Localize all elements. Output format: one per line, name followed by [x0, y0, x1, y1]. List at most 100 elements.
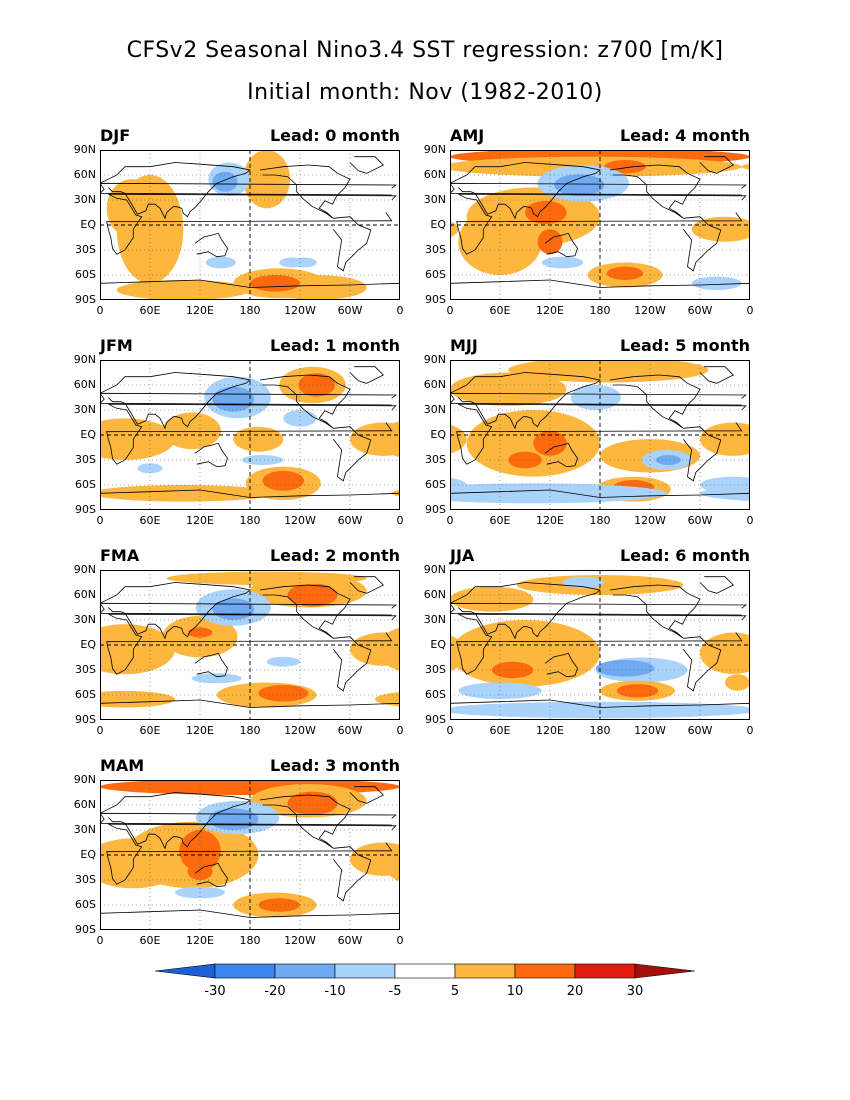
- lon-tick-label: 180: [239, 934, 261, 947]
- lat-tick-label: 30S: [75, 243, 96, 256]
- colorbar-tick-label: -30: [204, 984, 226, 999]
- shading-n5: [291, 257, 317, 268]
- coastline-europe-west: [100, 812, 397, 826]
- shading-n10: [655, 455, 681, 465]
- map-frame: [450, 570, 750, 720]
- lat-tick-label: 90N: [423, 563, 446, 576]
- lat-tick-label: 90N: [73, 563, 96, 576]
- shading-n5: [741, 707, 750, 713]
- lon-tick-label: 0: [746, 724, 754, 737]
- coastline-australia: [544, 652, 578, 678]
- lat-tick-label: 30N: [423, 193, 446, 206]
- coastline-australia: [194, 442, 228, 468]
- coastline-eurasia-east: [450, 162, 601, 220]
- shading-p5: [450, 372, 567, 406]
- lon-tick-label: 120W: [634, 304, 666, 317]
- lon-tick-label: 60W: [337, 724, 363, 737]
- lon-tick-label: 180: [589, 514, 611, 527]
- coastline-north-america: [609, 164, 701, 219]
- lon-tick-label: 120W: [634, 514, 666, 527]
- lon-tick-label: 120W: [634, 724, 666, 737]
- lon-tick-label: 120E: [186, 514, 214, 527]
- panel-lead-label: Lead: 0 month: [269, 126, 400, 145]
- coastline-greenland: [699, 576, 734, 594]
- shading-n5: [541, 256, 584, 269]
- coastline-africa: [106, 823, 397, 885]
- shading-n5: [691, 276, 742, 290]
- panel-lead-label: Lead: 5 month: [619, 336, 750, 355]
- lat-tick-label: 90S: [75, 713, 96, 726]
- coastline-north-america: [259, 794, 351, 849]
- panel-season-label: FMA: [100, 546, 140, 565]
- colorbar-segment: [514, 963, 576, 979]
- coastline-eurasia-east: [100, 162, 251, 220]
- shading-p5: [100, 838, 184, 889]
- coastline-north-america: [609, 374, 701, 429]
- shading-p10: [508, 451, 542, 469]
- shading-p10: [525, 200, 567, 225]
- coastline-europe-west: [100, 392, 397, 406]
- shading-n5: [562, 576, 605, 589]
- colorbar-tick-label: 10: [506, 984, 524, 999]
- colorbar-tick-label: 30: [626, 984, 644, 999]
- lat-tick-label: 60S: [75, 478, 96, 491]
- coastline-africa: [456, 193, 747, 255]
- lat-tick-label: 30S: [75, 873, 96, 886]
- coastline-africa: [456, 613, 747, 675]
- shading-p10: [187, 863, 213, 880]
- lat-tick-label: 90S: [75, 503, 96, 516]
- coastline-antarctica: [100, 279, 400, 300]
- lon-tick-label: 120E: [536, 304, 564, 317]
- lat-tick-label: 30S: [75, 453, 96, 466]
- coastline-eurasia-east: [100, 792, 251, 850]
- coastline-antarctica: [450, 489, 750, 510]
- shading-p5: [100, 485, 275, 502]
- lat-tick-label: 30S: [425, 663, 446, 676]
- panel-season-label: MAM: [100, 756, 145, 775]
- coastline-europe-west: [450, 602, 747, 616]
- lon-tick-label: 60E: [139, 514, 161, 527]
- shading-p5: [450, 586, 534, 612]
- lat-tick-label: 60N: [73, 168, 96, 181]
- lon-tick-label: 0: [746, 304, 754, 317]
- map-frame: [100, 780, 400, 930]
- shading-p5: [725, 674, 750, 691]
- lat-tick-label: 90S: [75, 923, 96, 936]
- lon-tick-label: 60E: [139, 724, 161, 737]
- coastline-eurasia-east: [100, 372, 251, 430]
- coastline-greenland: [349, 156, 384, 174]
- shading-p5: [100, 624, 175, 675]
- panel-season-label: DJF: [100, 126, 131, 145]
- lat-tick-label: 90N: [423, 143, 446, 156]
- coastline-greenland: [699, 156, 734, 174]
- shading-p10: [258, 898, 300, 912]
- lat-tick-label: 30N: [73, 823, 96, 836]
- lon-tick-label: 0: [96, 514, 104, 527]
- coastline-eurasia-east: [450, 582, 601, 640]
- shading-n10: [595, 660, 655, 677]
- shading-p5: [100, 418, 175, 460]
- colorbar-tick-label: 5: [450, 984, 460, 999]
- lat-tick-label: 60S: [425, 688, 446, 701]
- map-fma: [100, 570, 400, 720]
- lon-tick-label: 60E: [139, 934, 161, 947]
- coastline-antarctica: [100, 699, 400, 720]
- shading-p10: [262, 470, 305, 491]
- lat-tick-label: 60N: [423, 588, 446, 601]
- shading-n5: [700, 476, 750, 494]
- shading-p10: [187, 627, 213, 638]
- shading-p5: [243, 150, 290, 209]
- lat-tick-label: 90N: [73, 143, 96, 156]
- lon-tick-label: 120E: [186, 304, 214, 317]
- coastline-north-america: [259, 164, 351, 219]
- lat-tick-label: 30N: [73, 403, 96, 416]
- lon-tick-label: 0: [96, 724, 104, 737]
- coastline-greenland: [349, 366, 384, 384]
- lon-tick-label: 0: [746, 514, 754, 527]
- lon-tick-label: 0: [446, 724, 454, 737]
- shading-p10: [533, 430, 567, 456]
- lat-tick-label: 90N: [73, 773, 96, 786]
- coastline-africa: [106, 613, 397, 675]
- panel-lead-label: Lead: 4 month: [619, 126, 750, 145]
